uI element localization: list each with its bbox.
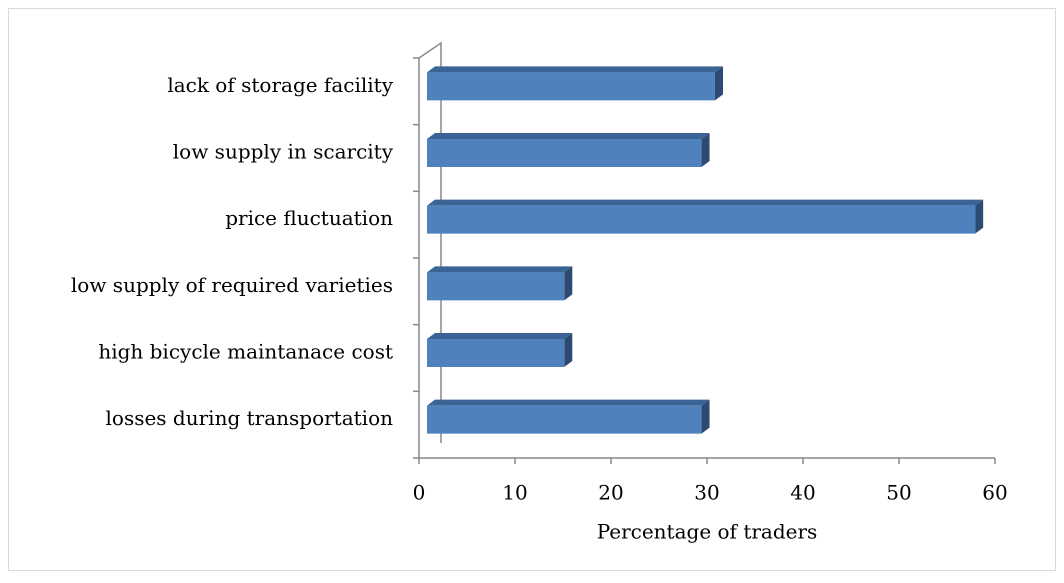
x-tick-label: 40	[790, 481, 815, 505]
bar	[427, 133, 710, 167]
bar	[427, 66, 723, 101]
bar-front	[427, 72, 715, 101]
bar-side	[701, 399, 710, 434]
bar-top	[427, 333, 573, 339]
bar	[427, 266, 573, 301]
y-tick-label: losses during transportation	[106, 406, 394, 430]
bar-front	[427, 139, 702, 167]
bar-side	[701, 133, 710, 167]
x-tick-label: 10	[502, 481, 527, 505]
bar-side	[564, 333, 573, 367]
bar-top	[427, 399, 710, 406]
x-tick-label: 0	[413, 481, 426, 505]
y-tick-label: low supply of required varieties	[71, 273, 393, 297]
x-tick-label: 60	[982, 481, 1007, 505]
bar-top	[427, 266, 573, 273]
bar-top	[427, 66, 723, 73]
bar	[427, 199, 984, 234]
y-tick-label: price fluctuation	[225, 206, 393, 230]
bar-side	[715, 66, 723, 101]
x-tick-label: 50	[886, 481, 911, 505]
x-axis-title: Percentage of traders	[597, 520, 818, 544]
bar-side	[564, 266, 573, 301]
y-tick-label: low supply in scarcity	[173, 140, 394, 164]
bar	[427, 399, 710, 434]
x-tick-label: 30	[694, 481, 719, 505]
bar-front	[427, 205, 976, 234]
y-tick-label: high bicycle maintanace cost	[98, 340, 393, 364]
bar-side	[975, 199, 984, 234]
bar-front	[427, 405, 702, 434]
bar	[427, 333, 573, 367]
bar-top	[427, 133, 710, 139]
bar-top	[427, 199, 984, 206]
bar-front	[427, 339, 565, 367]
y-tick-label: lack of storage facility	[167, 73, 393, 97]
bar-front	[427, 272, 565, 301]
x-tick-label: 20	[598, 481, 623, 505]
